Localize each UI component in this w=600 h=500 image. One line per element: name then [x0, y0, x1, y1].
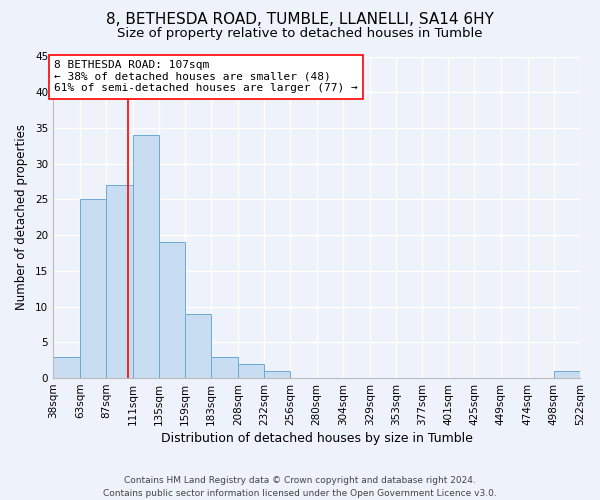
- Bar: [185, 314, 211, 378]
- Bar: [211, 356, 238, 378]
- Bar: [264, 371, 290, 378]
- Text: Contains HM Land Registry data © Crown copyright and database right 2024.
Contai: Contains HM Land Registry data © Crown c…: [103, 476, 497, 498]
- Bar: [106, 185, 133, 378]
- Bar: [554, 371, 580, 378]
- Bar: [80, 200, 106, 378]
- Bar: [238, 364, 264, 378]
- Text: Size of property relative to detached houses in Tumble: Size of property relative to detached ho…: [117, 28, 483, 40]
- X-axis label: Distribution of detached houses by size in Tumble: Distribution of detached houses by size …: [161, 432, 472, 445]
- Text: 8, BETHESDA ROAD, TUMBLE, LLANELLI, SA14 6HY: 8, BETHESDA ROAD, TUMBLE, LLANELLI, SA14…: [106, 12, 494, 28]
- Bar: [158, 242, 185, 378]
- Bar: [133, 135, 158, 378]
- Bar: [53, 356, 80, 378]
- Y-axis label: Number of detached properties: Number of detached properties: [15, 124, 28, 310]
- Text: 8 BETHESDA ROAD: 107sqm
← 38% of detached houses are smaller (48)
61% of semi-de: 8 BETHESDA ROAD: 107sqm ← 38% of detache…: [54, 60, 358, 94]
